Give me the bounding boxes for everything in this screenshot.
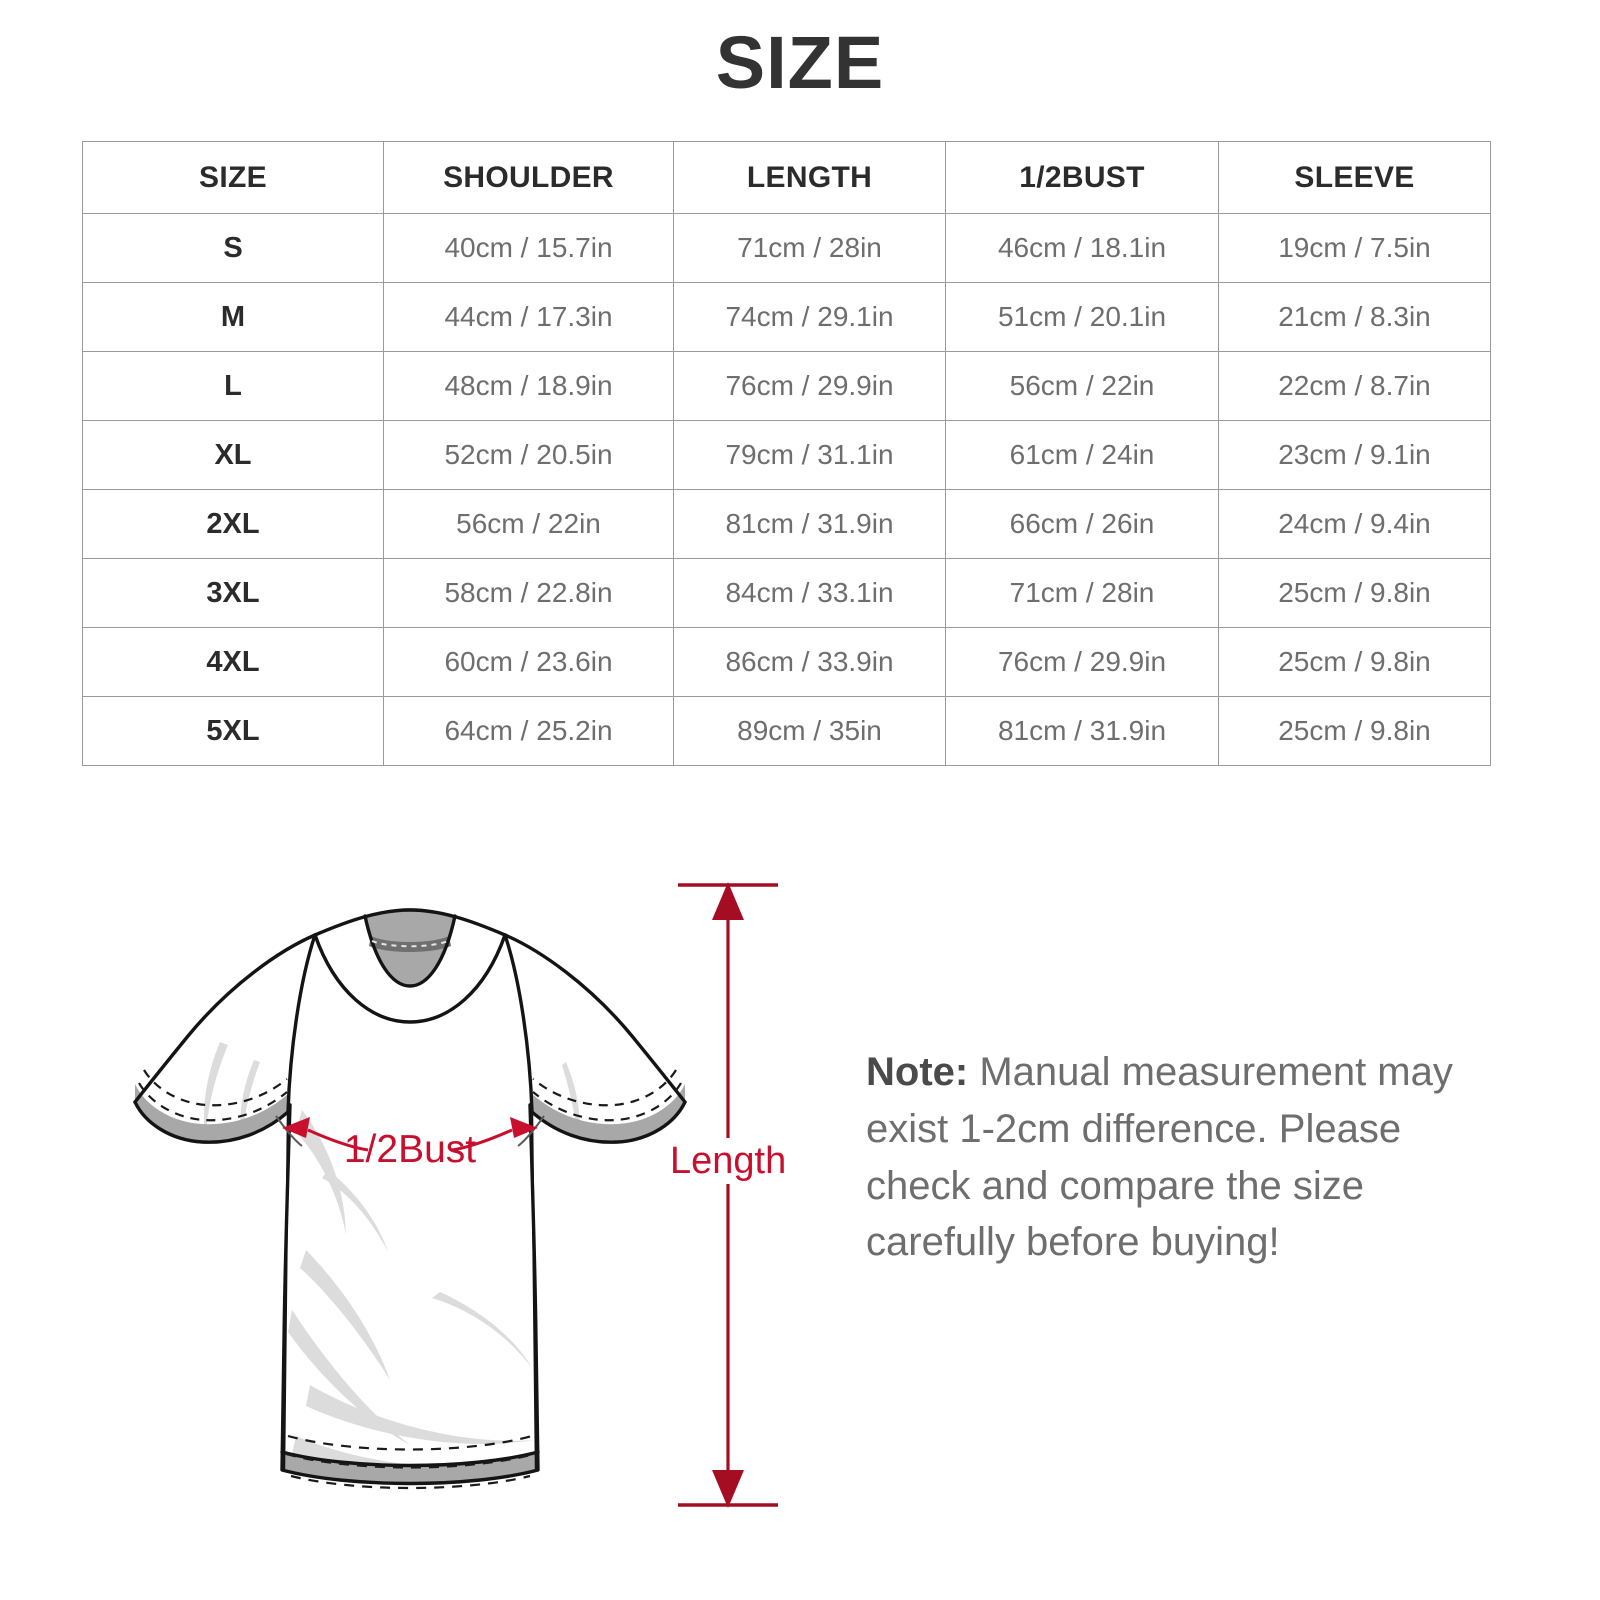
cell-bust: 66cm / 26in xyxy=(945,489,1219,559)
col-header-shoulder: SHOULDER xyxy=(383,141,674,214)
table-row: M 44cm / 17.3in 74cm / 29.1in 51cm / 20.… xyxy=(82,282,1491,352)
cell-shoulder: 60cm / 23.6in xyxy=(383,627,674,697)
note-prefix: Note: xyxy=(866,1050,969,1094)
right-cuff-inner xyxy=(532,1084,685,1143)
cell-length: 81cm / 31.9in xyxy=(673,489,946,559)
col-header-size: SIZE xyxy=(82,141,384,214)
cell-sleeve: 25cm / 9.8in xyxy=(1218,696,1491,766)
cell-shoulder: 48cm / 18.9in xyxy=(383,351,674,421)
table-row: XL 52cm / 20.5in 79cm / 31.1in 61cm / 24… xyxy=(82,420,1491,490)
hem-inner xyxy=(282,1452,538,1484)
collar-stitching xyxy=(371,940,449,948)
cell-bust: 81cm / 31.9in xyxy=(945,696,1219,766)
tshirt-body-fill xyxy=(282,935,538,1484)
col-header-sleeve: SLEEVE xyxy=(1218,141,1491,214)
armhole-seams xyxy=(275,1115,545,1147)
note-text: Manual measurement may exist 1-2cm diffe… xyxy=(866,1050,1453,1265)
cell-sleeve: 23cm / 9.1in xyxy=(1218,420,1491,490)
cell-shoulder: 44cm / 17.3in xyxy=(383,282,674,352)
cell-length: 79cm / 31.1in xyxy=(673,420,946,490)
size-table: SIZE SHOULDER LENGTH 1/2BUST SLEEVE S 40… xyxy=(82,141,1491,766)
cell-bust: 61cm / 24in xyxy=(945,420,1219,490)
size-table-container: SIZE SHOULDER LENGTH 1/2BUST SLEEVE S 40… xyxy=(82,141,1491,766)
length-arrow-down xyxy=(712,1470,744,1508)
table-row: S 40cm / 15.7in 71cm / 28in 46cm / 18.1i… xyxy=(82,213,1491,283)
cell-bust: 46cm / 18.1in xyxy=(945,213,1219,283)
cell-shoulder: 52cm / 20.5in xyxy=(383,420,674,490)
cell-size: 3XL xyxy=(82,558,384,628)
cell-bust: 56cm / 22in xyxy=(945,351,1219,421)
collar-stitch-band xyxy=(369,936,451,952)
table-row: 4XL 60cm / 23.6in 86cm / 33.9in 76cm / 2… xyxy=(82,627,1491,697)
cell-size: 2XL xyxy=(82,489,384,559)
cell-length: 86cm / 33.9in xyxy=(673,627,946,697)
table-body: S 40cm / 15.7in 71cm / 28in 46cm / 18.1i… xyxy=(82,213,1491,766)
table-row: 2XL 56cm / 22in 81cm / 31.9in 66cm / 26i… xyxy=(82,489,1491,559)
col-header-bust: 1/2BUST xyxy=(945,141,1219,214)
cell-sleeve: 19cm / 7.5in xyxy=(1218,213,1491,283)
table-row: L 48cm / 18.9in 76cm / 29.9in 56cm / 22i… xyxy=(82,351,1491,421)
table-row: 3XL 58cm / 22.8in 84cm / 33.1in 71cm / 2… xyxy=(82,558,1491,628)
cell-size: S xyxy=(82,213,384,283)
cell-bust: 71cm / 28in xyxy=(945,558,1219,628)
collar-band xyxy=(315,916,505,1022)
table-header-row: SIZE SHOULDER LENGTH 1/2BUST SLEEVE xyxy=(82,141,1491,214)
cell-sleeve: 25cm / 9.8in xyxy=(1218,627,1491,697)
measurement-illustration: 1/2Bust xyxy=(0,820,1600,1580)
note-block: Note: Manual measurement may exist 1-2cm… xyxy=(866,1044,1486,1271)
cell-bust: 51cm / 20.1in xyxy=(945,282,1219,352)
length-measure-arrow xyxy=(678,882,778,1508)
cell-size: M xyxy=(82,282,384,352)
bust-measure-arrow xyxy=(282,1117,538,1152)
cuff-stitching xyxy=(138,1069,682,1122)
col-header-length: LENGTH xyxy=(673,141,946,214)
cell-shoulder: 64cm / 25.2in xyxy=(383,696,674,766)
cell-length: 74cm / 29.1in xyxy=(673,282,946,352)
table-row: 5XL 64cm / 25.2in 89cm / 35in 81cm / 31.… xyxy=(82,696,1491,766)
right-sleeve-fill xyxy=(505,935,685,1143)
side-seams xyxy=(282,1111,538,1471)
cell-shoulder: 58cm / 22.8in xyxy=(383,558,674,628)
cell-shoulder: 40cm / 15.7in xyxy=(383,213,674,283)
page-title: SIZE xyxy=(715,21,885,104)
length-measure-label: Length xyxy=(668,1138,789,1184)
cell-length: 71cm / 28in xyxy=(673,213,946,283)
cell-size: 5XL xyxy=(82,696,384,766)
left-sleeve-fill xyxy=(135,935,315,1143)
length-arrow-up xyxy=(712,882,744,920)
cell-sleeve: 25cm / 9.8in xyxy=(1218,558,1491,628)
table-header: SIZE SHOULDER LENGTH 1/2BUST SLEEVE xyxy=(82,141,1491,214)
cell-length: 76cm / 29.9in xyxy=(673,351,946,421)
left-cuff-inner xyxy=(135,1084,288,1143)
cell-size: 4XL xyxy=(82,627,384,697)
cell-length: 89cm / 35in xyxy=(673,696,946,766)
cell-size: XL xyxy=(82,420,384,490)
cell-length: 84cm / 33.1in xyxy=(673,558,946,628)
cell-sleeve: 24cm / 9.4in xyxy=(1218,489,1491,559)
bust-measure-label: 1/2Bust xyxy=(344,1128,476,1171)
cell-size: L xyxy=(82,351,384,421)
cell-bust: 76cm / 29.9in xyxy=(945,627,1219,697)
hem-stitching xyxy=(285,1434,535,1490)
cell-sleeve: 21cm / 8.3in xyxy=(1218,282,1491,352)
cell-sleeve: 22cm / 8.7in xyxy=(1218,351,1491,421)
tshirt-icon: 1/2Bust xyxy=(133,908,687,1490)
cell-shoulder: 56cm / 22in xyxy=(383,489,674,559)
